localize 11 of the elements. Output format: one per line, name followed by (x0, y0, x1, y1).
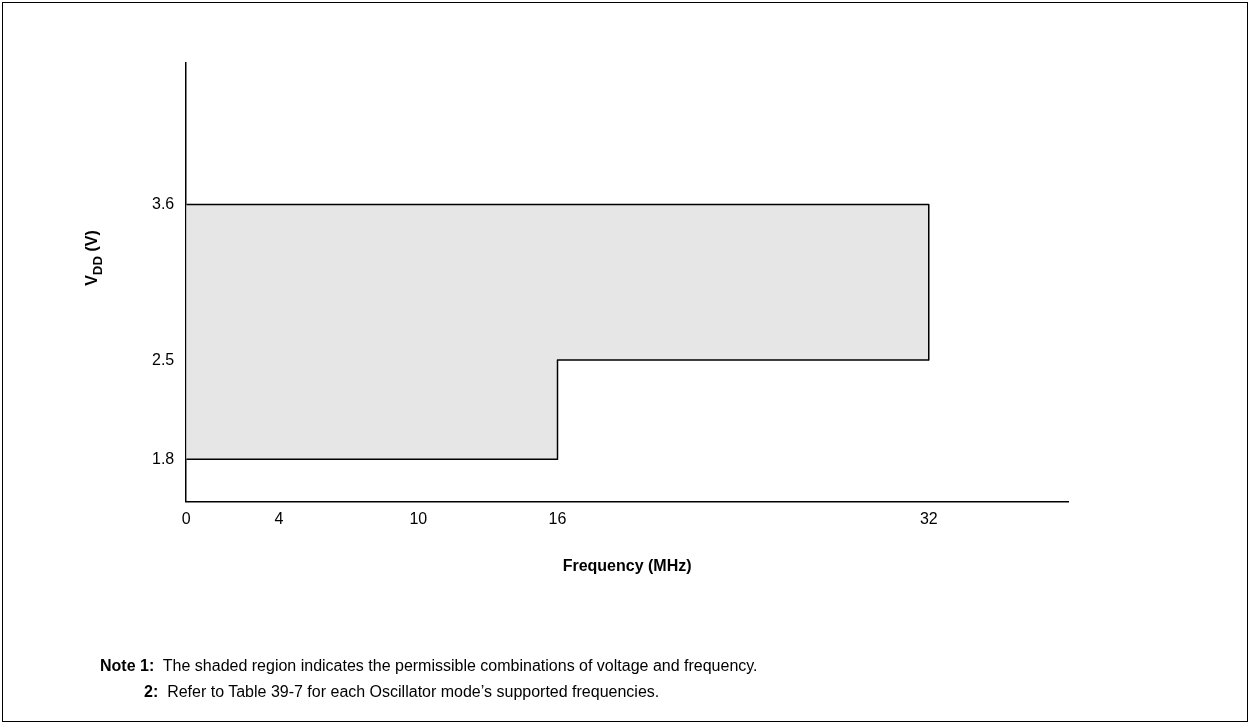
x-tick-label: 4 (274, 509, 284, 527)
text: 2: Refer to Table 39-7 for each Oscillator mode’s supported frequencies. (143, 682, 661, 702)
y-tick-label: 3.6 (151, 194, 175, 212)
x-tick-label: 0 (181, 509, 191, 527)
y-tick-label: 1.8 (151, 449, 175, 467)
text: Note 1: The shaded region indicates the permissible combinations of voltage and frequency. (100, 656, 758, 676)
x-axis-title: Frequency (MHz) (562, 556, 692, 574)
x-tick-label: 10 (409, 509, 428, 527)
y-tick-label: 2.5 (151, 350, 175, 368)
x-tick-label: 16 (548, 509, 567, 527)
x-tick-label: 32 (919, 509, 938, 527)
